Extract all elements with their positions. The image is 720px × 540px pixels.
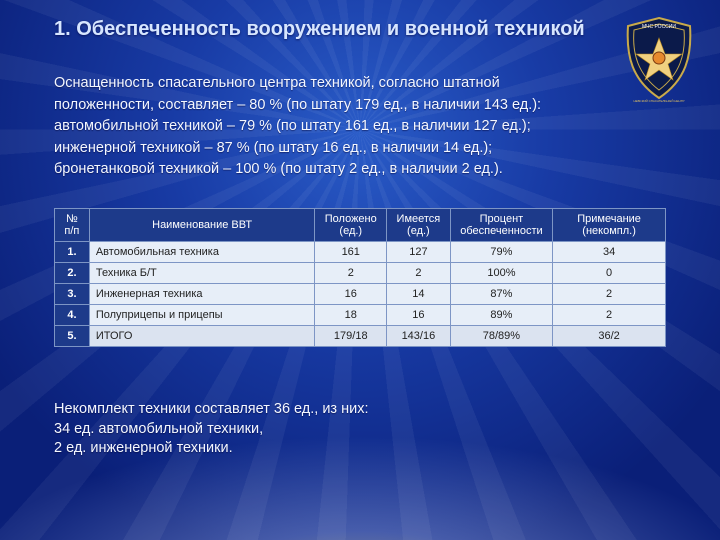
cell-have: 14: [387, 284, 451, 305]
intro-line: автомобильной техникой – 79 % (по штату …: [54, 117, 664, 137]
col-header-pct: Процент обеспеченности: [450, 209, 553, 242]
intro-line: инженерной техникой – 87 % (по штату 16 …: [54, 139, 664, 159]
intro-paragraph: Оснащенность спасательного центра техник…: [54, 74, 664, 182]
cell-num: 2.: [55, 263, 90, 284]
cell-pct: 78/89%: [450, 326, 553, 347]
col-header-have: Имеется (ед.): [387, 209, 451, 242]
cell-name: Автомобильная техника: [89, 242, 315, 263]
cell-have: 2: [387, 263, 451, 284]
cell-have: 143/16: [387, 326, 451, 347]
cell-num: 4.: [55, 305, 90, 326]
cell-req: 18: [315, 305, 387, 326]
outro-paragraph: Некомплект техники составляет 36 ед., из…: [54, 400, 634, 459]
star-center: [653, 52, 665, 64]
cell-note: 36/2: [553, 326, 666, 347]
table-row: 1.Автомобильная техника16112779%34: [55, 242, 666, 263]
outro-line: 2 ед. инженерной техники.: [54, 439, 634, 459]
cell-note: 2: [553, 305, 666, 326]
col-header-name: Наименование ВВТ: [89, 209, 315, 242]
table-row: 3.Инженерная техника161487%2: [55, 284, 666, 305]
equipment-table: № п/п Наименование ВВТ Положено (ед.) Им…: [54, 208, 666, 347]
cell-name: Техника Б/Т: [89, 263, 315, 284]
col-header-req: Положено (ед.): [315, 209, 387, 242]
outro-line: 34 ед. автомобильной техники,: [54, 420, 634, 440]
cell-note: 0: [553, 263, 666, 284]
table-row: 2.Техника Б/Т22100%0: [55, 263, 666, 284]
cell-req: 16: [315, 284, 387, 305]
emblem-top-label: МЧС РОССИИ: [642, 24, 676, 30]
cell-pct: 87%: [450, 284, 553, 305]
cell-num: 1.: [55, 242, 90, 263]
cell-pct: 79%: [450, 242, 553, 263]
cell-name: Инженерная техника: [89, 284, 315, 305]
cell-num: 3.: [55, 284, 90, 305]
col-header-num: № п/п: [55, 209, 90, 242]
cell-note: 2: [553, 284, 666, 305]
table-row: 4.Полуприцепы и прицепы181689%2: [55, 305, 666, 326]
table-header-row: № п/п Наименование ВВТ Положено (ед.) Им…: [55, 209, 666, 242]
cell-num: 5.: [55, 326, 90, 347]
cell-pct: 89%: [450, 305, 553, 326]
intro-line: положенности, составляет – 80 % (по штат…: [54, 96, 664, 116]
cell-name: ИТОГО: [89, 326, 315, 347]
outro-line: Некомплект техники составляет 36 ед., из…: [54, 400, 634, 420]
cell-pct: 100%: [450, 263, 553, 284]
intro-line: Оснащенность спасательного центра техник…: [54, 74, 664, 94]
slide-title: 1. Обеспеченность вооружением и военной …: [54, 18, 585, 41]
cell-req: 2: [315, 263, 387, 284]
cell-note: 34: [553, 242, 666, 263]
cell-req: 179/18: [315, 326, 387, 347]
cell-name: Полуприцепы и прицепы: [89, 305, 315, 326]
intro-line: бронетанковой техникой – 100 % (по штату…: [54, 160, 664, 180]
col-header-note: Примечание (некомпл.): [553, 209, 666, 242]
table-row-total: 5.ИТОГО179/18143/1678/89%36/2: [55, 326, 666, 347]
cell-have: 16: [387, 305, 451, 326]
cell-req: 161: [315, 242, 387, 263]
cell-have: 127: [387, 242, 451, 263]
